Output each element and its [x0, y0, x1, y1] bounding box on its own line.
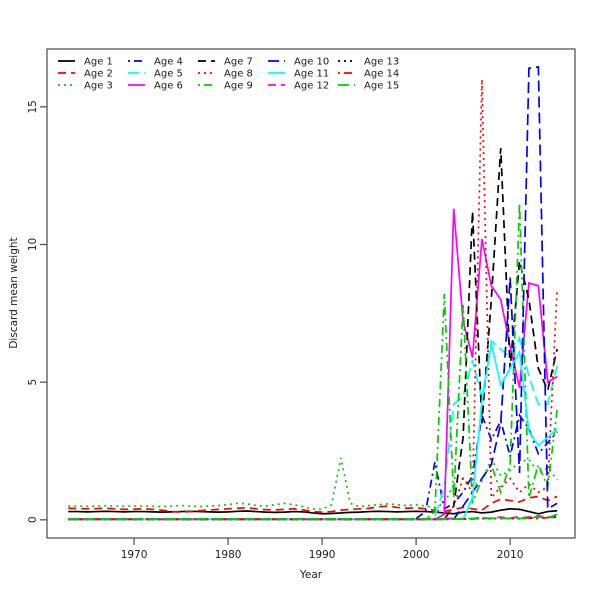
x-tick-label: 2000 — [403, 549, 430, 561]
legend-label-age-10: Age 10 — [294, 57, 329, 68]
series-line-age-6 — [68, 208, 558, 521]
x-tick-label: 1970 — [121, 549, 148, 561]
x-axis-title: Year — [299, 569, 323, 581]
legend-label-age-7: Age 7 — [224, 57, 253, 68]
y-tick-label: 15 — [27, 100, 39, 113]
x-tick-label: 1980 — [215, 549, 242, 561]
legend-label-age-13: Age 13 — [364, 57, 399, 68]
legend-label-age-9: Age 9 — [224, 81, 253, 92]
legend-label-age-4: Age 4 — [154, 57, 183, 68]
series-line-age-15 — [68, 513, 558, 520]
legend-label-age-1: Age 1 — [84, 57, 113, 68]
legend-label-age-12: Age 12 — [294, 81, 329, 92]
legend-label-age-8: Age 8 — [224, 69, 253, 80]
legend-label-age-14: Age 14 — [364, 69, 399, 80]
x-tick-label: 2010 — [497, 549, 524, 561]
y-tick-label: 10 — [27, 238, 39, 251]
series-line-age-7 — [68, 148, 558, 521]
series-line-age-3 — [68, 457, 558, 511]
legend-label-age-3: Age 3 — [84, 81, 113, 92]
legend-label-age-5: Age 5 — [154, 69, 183, 80]
y-tick-label: 5 — [27, 379, 39, 386]
legend-label-age-15: Age 15 — [364, 81, 399, 92]
legend-label-age-11: Age 11 — [294, 69, 329, 80]
legend-label-age-6: Age 6 — [154, 81, 183, 92]
x-tick-label: 1990 — [309, 549, 336, 561]
series-line-age-4 — [68, 411, 558, 521]
series-line-age-11 — [68, 343, 558, 521]
plot-frame — [46, 48, 576, 539]
y-tick-label: 0 — [27, 516, 39, 523]
legend-label-age-2: Age 2 — [84, 69, 113, 80]
series-line-age-1 — [68, 507, 558, 515]
series-line-age-2 — [68, 495, 558, 513]
series-line-age-8 — [68, 79, 558, 521]
y-axis-title: Discard mean weight — [8, 237, 20, 349]
series-line-age-5 — [68, 335, 558, 521]
